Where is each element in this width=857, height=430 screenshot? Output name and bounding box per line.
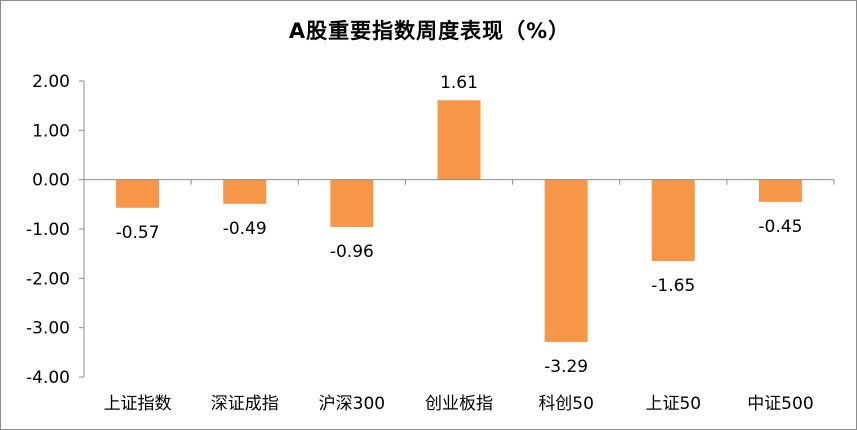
bar (758, 179, 802, 202)
bar (544, 179, 588, 342)
y-tick-label: -2.00 (26, 269, 70, 289)
data-label: -0.96 (330, 242, 374, 262)
y-tick-label: -3.00 (26, 319, 70, 339)
x-tick-label: 上证指数 (104, 394, 172, 414)
bar (651, 179, 695, 262)
y-tick-label: -4.00 (26, 368, 70, 388)
data-label: -3.29 (544, 357, 588, 377)
bar (330, 179, 374, 228)
data-label: 1.61 (440, 73, 478, 93)
x-tick-label: 科创50 (538, 394, 594, 414)
data-label: -0.49 (223, 219, 267, 239)
x-tick-label: 创业板指 (425, 394, 493, 414)
data-label: -0.45 (758, 217, 802, 237)
x-tick-label: 深证成指 (211, 394, 279, 414)
x-tick-label: 中证500 (747, 394, 813, 414)
y-tick-label: 0.00 (32, 171, 70, 191)
y-tick-label: 1.00 (32, 121, 70, 141)
x-tick-label: 上证50 (645, 394, 701, 414)
bar (437, 100, 481, 180)
data-label: -1.65 (651, 276, 695, 296)
chart-title: A股重要指数周度表现（%） (288, 19, 571, 43)
y-tick-label: -1.00 (26, 220, 70, 240)
bar (116, 179, 160, 208)
bar (223, 179, 267, 204)
data-label: -0.57 (116, 223, 160, 243)
y-tick-label: 2.00 (32, 72, 70, 92)
x-tick-label: 沪深300 (319, 394, 385, 414)
